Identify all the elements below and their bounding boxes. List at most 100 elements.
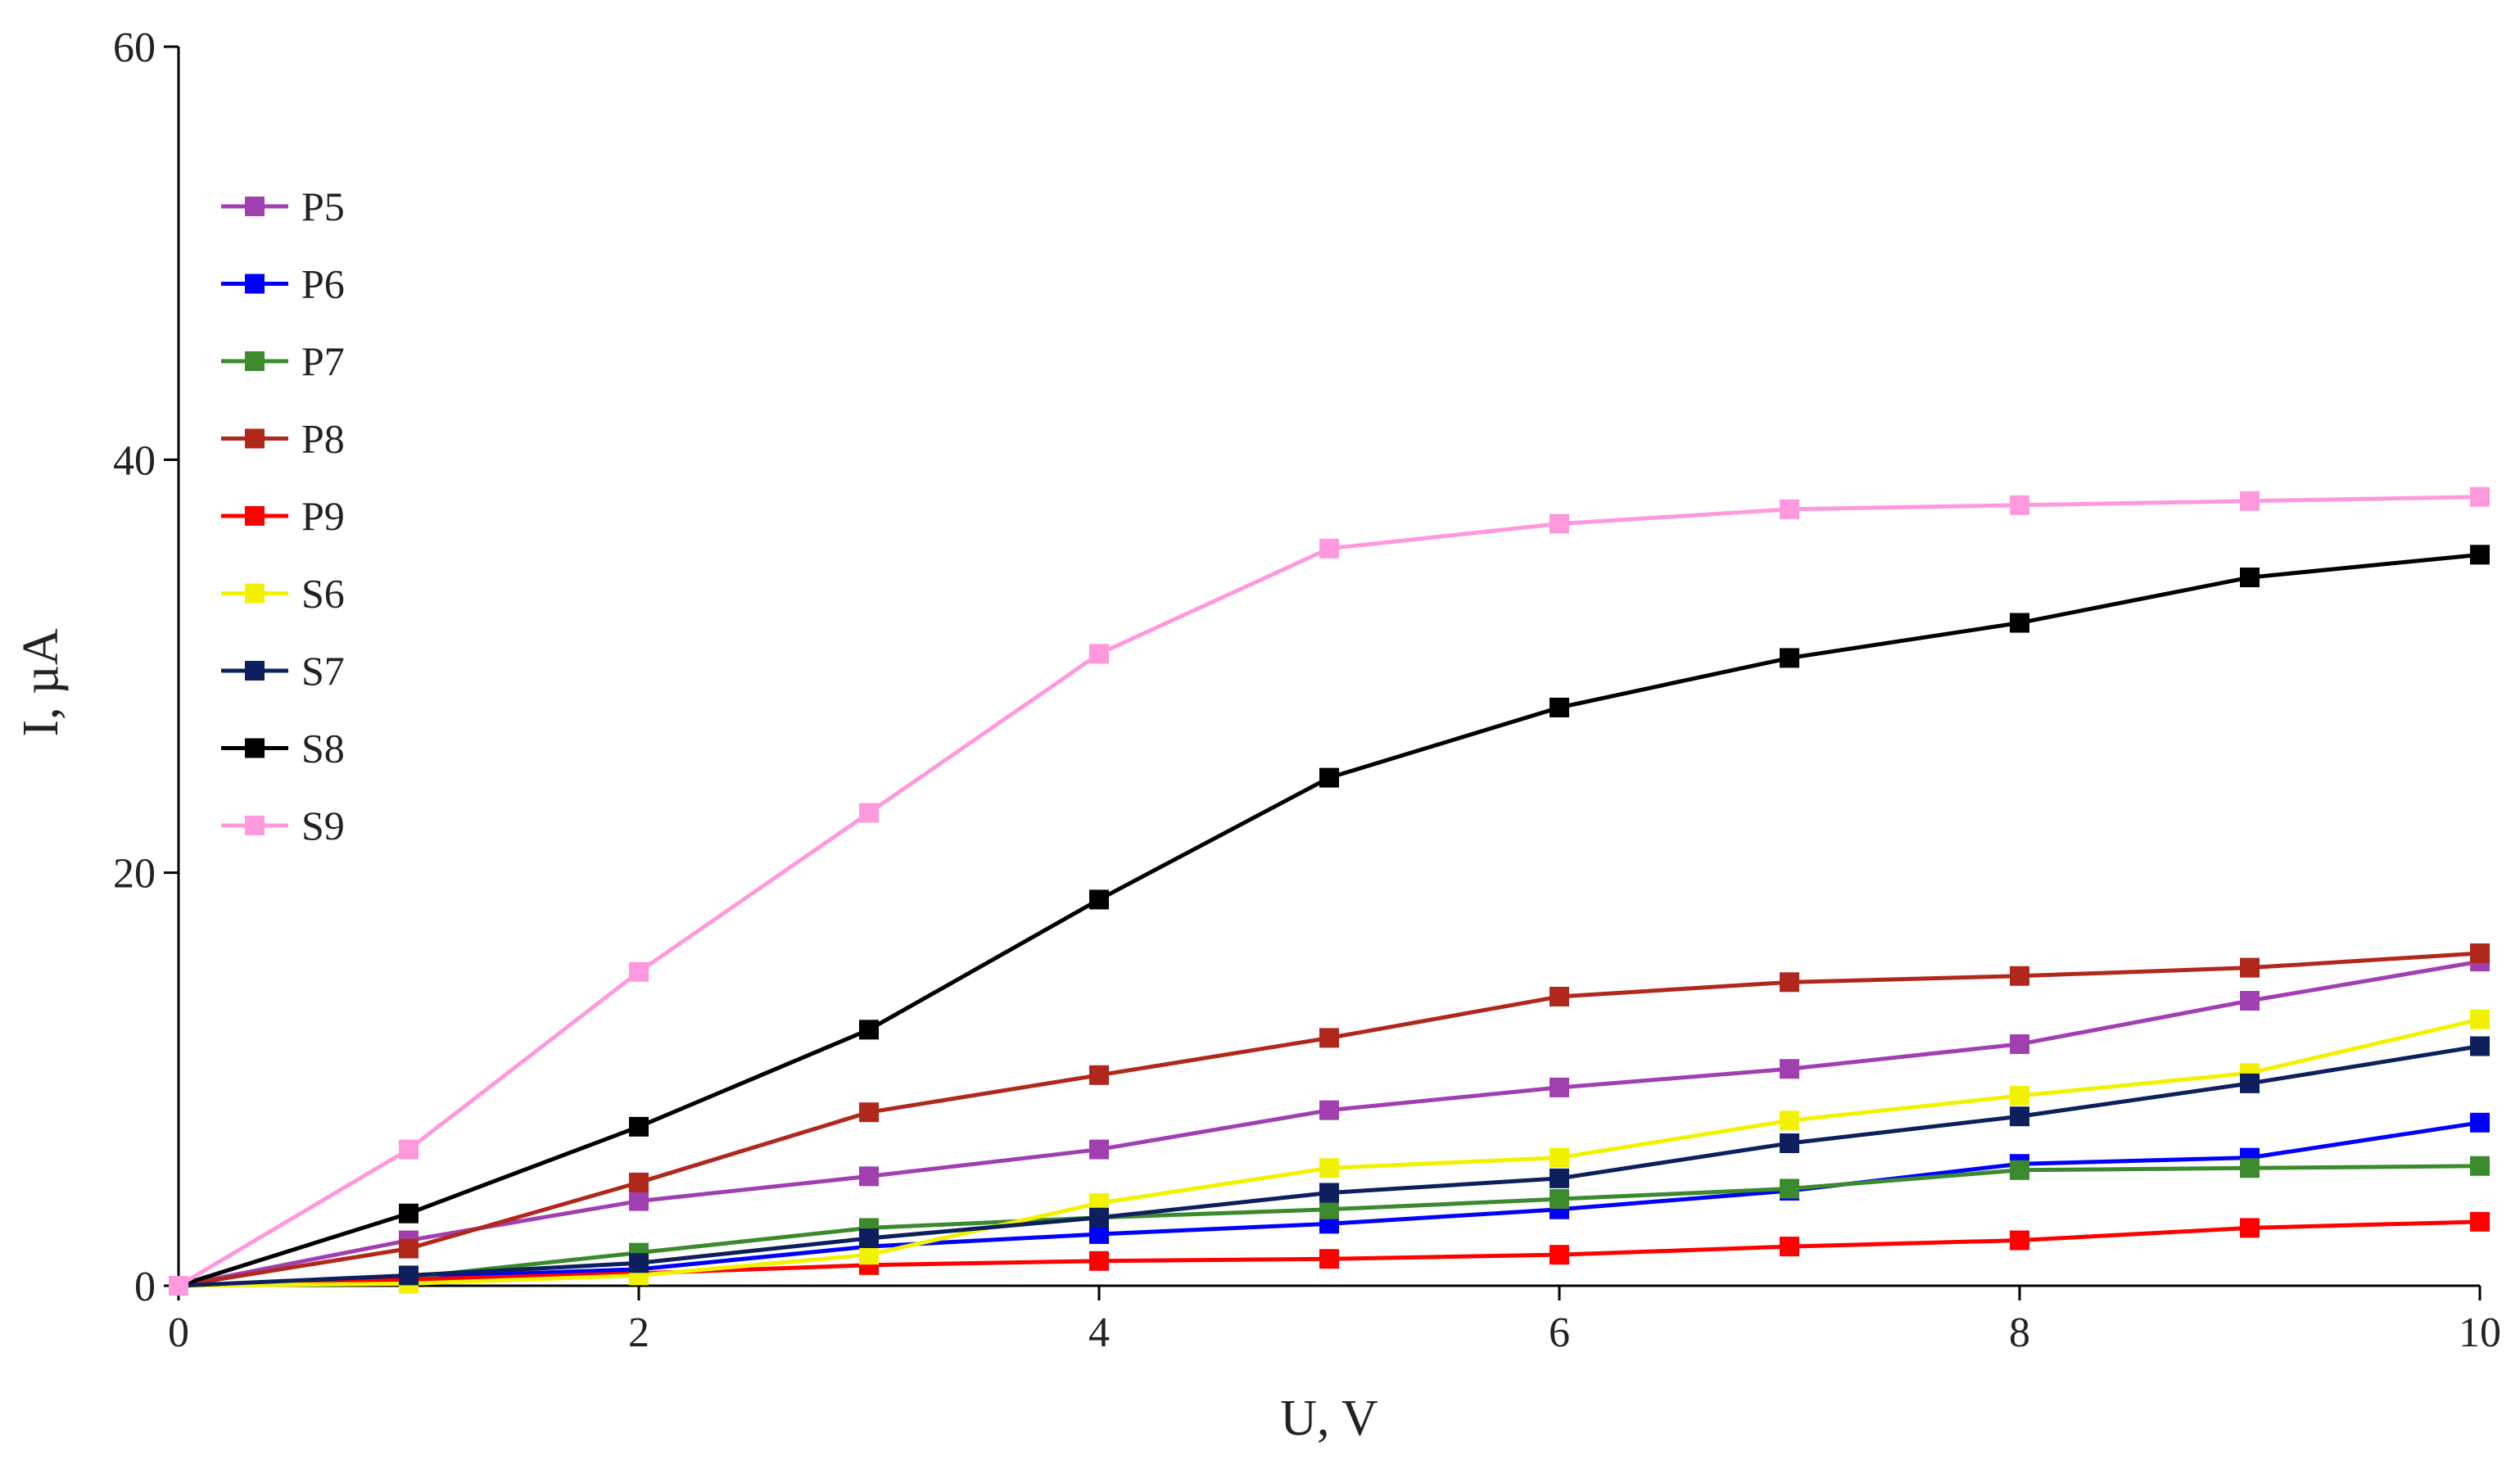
x-axis-title: U, V	[1280, 1391, 1378, 1446]
series-p8	[169, 943, 2490, 1296]
data-point-marker	[1089, 889, 1109, 910]
data-point-marker	[2470, 1036, 2490, 1056]
data-point-marker	[1319, 1100, 1339, 1120]
y-tick-label: 20	[113, 851, 156, 898]
legend-label: S9	[301, 803, 345, 848]
data-point-marker	[1089, 1207, 1109, 1228]
x-tick-label: 2	[628, 1309, 649, 1356]
legend-label: S8	[301, 726, 345, 771]
y-tick-label: 40	[113, 437, 156, 484]
data-point-marker	[2240, 568, 2260, 588]
data-point-marker	[1089, 1224, 1109, 1244]
legend-item-p6: P6	[221, 261, 345, 307]
data-point-marker	[1319, 767, 1339, 788]
legend-swatch-marker	[245, 428, 265, 449]
data-point-marker	[859, 1245, 879, 1265]
data-point-marker	[1780, 499, 1799, 519]
legend-item-s9: S9	[221, 803, 345, 848]
data-point-marker	[859, 1166, 879, 1187]
legend-swatch-marker	[245, 738, 265, 758]
data-point-marker	[2240, 1158, 2260, 1178]
data-point-marker	[1550, 1147, 1569, 1168]
data-point-marker	[1780, 1178, 1799, 1199]
legend-swatch-marker	[245, 351, 265, 371]
data-point-marker	[169, 1276, 188, 1296]
data-point-marker	[629, 961, 649, 982]
data-point-marker	[1780, 1133, 1799, 1154]
data-point-marker	[2470, 1211, 2490, 1232]
data-point-marker	[1550, 1168, 1569, 1188]
legend-item-p8: P8	[221, 416, 345, 462]
y-tick-label: 0	[134, 1264, 156, 1310]
series-p5	[169, 952, 2490, 1296]
data-point-marker	[2240, 957, 2260, 978]
data-point-marker	[1780, 1237, 1799, 1257]
data-point-marker	[1089, 644, 1109, 664]
axes: 0 20 40 60 0 2 4 6 8 10	[113, 25, 2501, 1356]
x-tick-label: 8	[2009, 1309, 2030, 1356]
data-point-marker	[2010, 613, 2029, 633]
data-point-marker	[1780, 972, 1799, 993]
x-tick-label: 0	[168, 1309, 189, 1356]
data-point-marker	[629, 1116, 649, 1137]
series-lines	[169, 486, 2490, 1296]
data-point-marker	[2240, 1073, 2260, 1093]
data-point-marker	[2010, 1034, 2029, 1054]
legend-swatch-marker	[245, 197, 265, 216]
data-point-marker	[1319, 1249, 1339, 1269]
data-point-marker	[2010, 966, 2029, 986]
data-point-marker	[859, 1228, 879, 1249]
legend-swatch-marker	[245, 506, 265, 526]
legend-item-s7: S7	[221, 648, 345, 694]
data-point-marker	[1780, 648, 1799, 668]
x-tick-label: 10	[2459, 1309, 2501, 1356]
data-point-marker	[859, 1102, 879, 1123]
data-point-marker	[1319, 1028, 1339, 1048]
legend-label: P8	[301, 416, 345, 462]
legend: P5 P6 P7 P8 P9 S6 S7 S8 S9	[221, 183, 345, 848]
legend-label: S7	[301, 648, 345, 694]
series-s7	[169, 1036, 2490, 1296]
data-point-marker	[1319, 1158, 1339, 1178]
legend-label: P6	[301, 261, 345, 307]
data-point-marker	[2010, 495, 2029, 515]
y-tick-label: 60	[113, 25, 156, 71]
data-point-marker	[1550, 1245, 1569, 1265]
data-point-marker	[399, 1265, 418, 1286]
series-s9	[169, 486, 2490, 1296]
data-point-marker	[1780, 1059, 1799, 1079]
data-point-marker	[2240, 1218, 2260, 1238]
data-point-marker	[1319, 1199, 1339, 1219]
legend-label: P7	[301, 338, 345, 384]
data-point-marker	[399, 1139, 418, 1160]
x-tick-label: 6	[1549, 1309, 1570, 1356]
data-point-marker	[1550, 697, 1569, 717]
data-point-marker	[2470, 1009, 2490, 1029]
legend-item-p9: P9	[221, 493, 345, 539]
data-point-marker	[2470, 545, 2490, 565]
data-point-marker	[1089, 1065, 1109, 1085]
data-point-marker	[1319, 538, 1339, 559]
legend-item-s8: S8	[221, 726, 345, 771]
x-tick-label: 4	[1088, 1309, 1110, 1356]
data-point-marker	[1319, 1183, 1339, 1203]
legend-swatch-marker	[245, 583, 265, 604]
data-point-marker	[859, 1020, 879, 1040]
legend-label: P9	[301, 493, 345, 539]
legend-swatch-marker	[245, 274, 265, 294]
data-point-marker	[2010, 1106, 2029, 1127]
data-point-marker	[1550, 513, 1569, 534]
legend-item-s6: S6	[221, 571, 345, 617]
legend-item-p7: P7	[221, 338, 345, 384]
series-line	[178, 959, 2481, 1288]
data-point-marker	[2470, 1156, 2490, 1176]
data-point-marker	[629, 1253, 649, 1273]
data-point-marker	[1550, 1077, 1569, 1097]
data-point-marker	[2240, 491, 2260, 511]
data-point-marker	[2470, 486, 2490, 507]
data-point-marker	[629, 1172, 649, 1192]
data-point-marker	[2010, 1160, 2029, 1180]
legend-swatch-marker	[245, 816, 265, 835]
data-point-marker	[2470, 1112, 2490, 1133]
